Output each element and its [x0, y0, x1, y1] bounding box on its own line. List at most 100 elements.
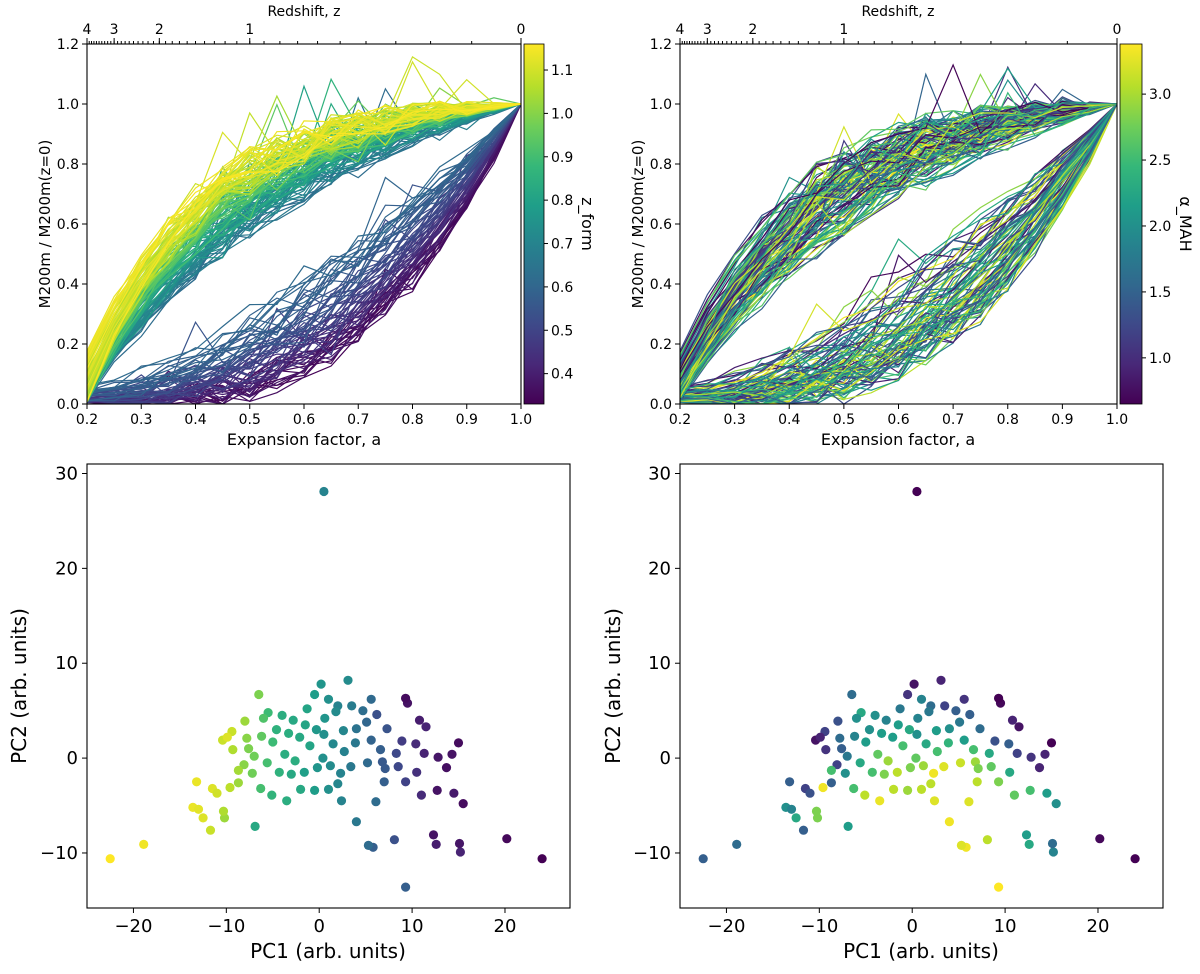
pca-point [818, 782, 828, 793]
x-tick-label: 0.3 [723, 412, 745, 428]
pca-point [903, 689, 913, 700]
x-tick-label: 0.7 [347, 412, 369, 428]
pca-point [1007, 715, 1018, 725]
pca-point [280, 749, 290, 759]
pca-point [929, 796, 940, 806]
pca-point [401, 882, 411, 892]
pca-point [198, 813, 208, 823]
pca-point [268, 737, 278, 747]
pca-point [1009, 790, 1020, 800]
pca-point [242, 733, 252, 743]
pca-point [375, 745, 386, 755]
pca-point [968, 745, 979, 755]
pca-point [358, 706, 368, 716]
pca-point [1021, 830, 1032, 840]
pca-point [416, 790, 426, 800]
y-tick-label: 10 [55, 653, 78, 674]
pca-point [1014, 722, 1024, 732]
y-ticks: 0.0 0.2 0.4 0.6 0.8 1.0 1.2 [650, 37, 680, 413]
pca-point [350, 738, 360, 748]
pca-point [336, 768, 346, 778]
mah-curve [87, 103, 521, 388]
pca-point [454, 838, 465, 849]
x-tick-label: 20 [494, 916, 517, 937]
mah-curve [680, 102, 1117, 366]
x-tick-label: 0.8 [997, 412, 1019, 428]
x-tick-label: 0.2 [76, 412, 98, 428]
pca-point [502, 834, 512, 844]
x-ticks: −20 −10 0 10 20 [707, 908, 1109, 937]
redshift-tick-label: 3 [110, 22, 119, 38]
pca-point [257, 731, 267, 741]
colorbar-tick-label: 1.0 [1149, 351, 1171, 367]
y-tick-label: 0.0 [650, 397, 672, 413]
pca-points [105, 486, 547, 892]
redshift-tick-label: 2 [155, 22, 164, 38]
pca-point [904, 725, 915, 735]
pca-point [299, 767, 309, 777]
pca-point [244, 744, 254, 754]
x-tick-label: 1.0 [510, 412, 532, 428]
mah-curve [680, 103, 1117, 374]
pca-point [698, 854, 708, 864]
pca-point [1047, 838, 1058, 849]
colorbar-tick-label: 0.8 [551, 193, 573, 209]
mah-curve [680, 103, 1117, 398]
pca-point [105, 854, 115, 864]
mah-curve [87, 103, 521, 402]
y-tick-label: 0.4 [57, 277, 79, 293]
colorbar-tick-label: 3.0 [1149, 87, 1171, 103]
pca-point [873, 749, 883, 759]
x-tick-label: 0.6 [887, 412, 909, 428]
pca-point [458, 799, 468, 809]
pca-point [247, 768, 257, 778]
y-tick-label: 0.6 [650, 217, 672, 233]
pca-point [879, 769, 889, 779]
mah-curve [680, 63, 1117, 371]
pca-point [892, 767, 902, 777]
mah-curve [87, 103, 521, 398]
x-ticks: 0.2 0.3 0.4 0.5 0.6 0.7 0.8 0.9 1.0 [76, 404, 532, 428]
pca-point [959, 694, 969, 704]
pca-points [698, 486, 1140, 892]
x-axis-label: PC1 (arb. units) [250, 939, 406, 963]
y-ticks: 0.0 0.2 0.4 0.6 0.8 1.0 1.2 [57, 37, 87, 413]
y-tick-label: −10 [40, 843, 78, 864]
pca-point [193, 804, 204, 814]
x-ticks: −20 −10 0 10 20 [114, 908, 516, 937]
y-tick-label: 1.2 [650, 37, 672, 53]
pca-point [290, 756, 300, 766]
pca-point [311, 725, 321, 735]
pca-point [139, 839, 149, 850]
pca-point [414, 715, 425, 725]
pca-point [284, 728, 294, 739]
x-axis-label: Expansion factor, a [821, 430, 975, 449]
mah-curve [87, 103, 521, 403]
y-tick-label: 0.8 [650, 157, 672, 173]
mah-curve [680, 103, 1117, 401]
x-tick-label: 0 [313, 916, 324, 937]
pca-point [1051, 799, 1061, 809]
pca-point [877, 728, 887, 739]
pca-point [397, 736, 407, 746]
colorbar [1119, 43, 1143, 405]
pca-point [732, 839, 742, 850]
pca-point [855, 758, 865, 768]
mah-curve [680, 103, 1117, 356]
pca-point [986, 762, 996, 772]
pca-point [296, 784, 306, 795]
redshift-tick-label: 0 [517, 22, 526, 38]
pca-point [249, 751, 259, 761]
x-tick-label: −20 [114, 916, 152, 937]
pca-point [798, 825, 809, 835]
pca-point [411, 739, 421, 749]
y-tick-label: 1.0 [57, 97, 79, 113]
pca-point [222, 732, 232, 742]
mah-curve [680, 103, 1117, 389]
pca-point [994, 777, 1004, 787]
pca-point [940, 701, 950, 711]
pca-point [916, 784, 927, 795]
pca-point [926, 779, 936, 789]
